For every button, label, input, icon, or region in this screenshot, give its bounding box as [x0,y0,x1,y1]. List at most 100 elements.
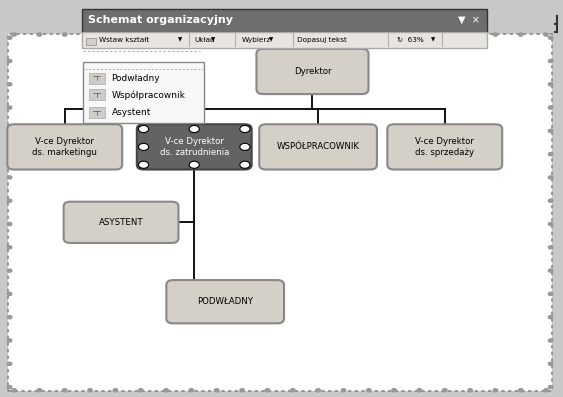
Circle shape [548,83,553,86]
Circle shape [7,176,12,179]
Circle shape [240,161,250,168]
Circle shape [367,33,371,36]
Circle shape [548,362,553,365]
Circle shape [164,33,168,36]
FancyBboxPatch shape [89,107,105,118]
Circle shape [62,389,67,392]
Circle shape [189,33,194,36]
Circle shape [493,33,498,36]
Circle shape [240,389,244,392]
FancyBboxPatch shape [86,38,96,45]
Circle shape [113,389,118,392]
Text: PODWŁADNY: PODWŁADNY [197,297,253,306]
Text: ▼: ▼ [269,37,273,42]
Circle shape [7,83,12,86]
Circle shape [7,385,12,389]
Circle shape [7,292,12,295]
Circle shape [443,33,447,36]
Circle shape [62,33,67,36]
Circle shape [548,152,553,156]
Circle shape [189,161,199,168]
Circle shape [548,106,553,109]
Circle shape [291,389,295,392]
Text: V-ce Dyrektor
ds. zatrudnienia: V-ce Dyrektor ds. zatrudnienia [159,137,229,156]
Circle shape [392,33,396,36]
Circle shape [7,36,12,39]
Circle shape [468,389,472,392]
Circle shape [189,125,199,133]
FancyBboxPatch shape [387,124,502,170]
Circle shape [548,292,553,295]
Text: Współpracownik: Współpracownik [111,90,185,100]
Circle shape [548,269,553,272]
Text: V-ce Dyrektor
ds. marketingu: V-ce Dyrektor ds. marketingu [32,137,97,156]
Text: V-ce Dyrektor
ds. sprzedaży: V-ce Dyrektor ds. sprzedaży [415,137,475,156]
Circle shape [341,33,346,36]
Circle shape [548,176,553,179]
FancyBboxPatch shape [83,62,204,123]
Circle shape [341,389,346,392]
Circle shape [7,246,12,249]
Circle shape [265,33,270,36]
Text: ↻  63%: ↻ 63% [397,37,424,43]
Circle shape [240,33,244,36]
Circle shape [548,129,553,133]
Text: Asystent: Asystent [111,108,151,117]
Circle shape [138,389,143,392]
Text: Układ: Układ [194,37,215,43]
Text: Dopasuj tekst: Dopasuj tekst [297,37,347,43]
Circle shape [113,33,118,36]
FancyBboxPatch shape [89,73,105,84]
Circle shape [138,125,149,133]
Circle shape [138,143,149,150]
Circle shape [189,389,194,392]
Circle shape [37,389,42,392]
Circle shape [37,33,42,36]
Circle shape [7,106,12,109]
Circle shape [544,389,548,392]
Circle shape [215,389,219,392]
Circle shape [240,125,250,133]
Circle shape [548,222,553,225]
Circle shape [417,389,422,392]
Circle shape [164,389,168,392]
Circle shape [7,199,12,202]
Circle shape [548,60,553,63]
Circle shape [316,33,320,36]
Text: ▼: ▼ [431,37,435,42]
Circle shape [417,33,422,36]
Circle shape [548,316,553,319]
Text: ▼  ×: ▼ × [458,15,480,25]
Circle shape [138,161,149,168]
Circle shape [548,199,553,202]
Circle shape [468,33,472,36]
Text: ▼: ▼ [211,37,216,42]
FancyBboxPatch shape [137,124,252,170]
Circle shape [7,362,12,365]
FancyBboxPatch shape [257,49,368,94]
FancyBboxPatch shape [82,9,487,32]
Circle shape [548,36,553,39]
Circle shape [548,339,553,342]
Circle shape [493,389,498,392]
FancyBboxPatch shape [82,32,487,48]
Text: Schemat organizacyjny: Schemat organizacyjny [88,15,234,25]
FancyBboxPatch shape [64,202,178,243]
Circle shape [291,33,295,36]
Circle shape [548,246,553,249]
Circle shape [392,389,396,392]
FancyBboxPatch shape [89,89,105,100]
Circle shape [7,222,12,225]
Circle shape [443,389,447,392]
Circle shape [7,129,12,133]
Circle shape [316,389,320,392]
Circle shape [7,269,12,272]
Text: ASYSTENT: ASYSTENT [99,218,144,227]
Text: Wstaw kształt: Wstaw kształt [99,37,149,43]
Circle shape [7,152,12,156]
Circle shape [240,143,250,150]
Circle shape [544,33,548,36]
FancyBboxPatch shape [8,34,552,391]
FancyBboxPatch shape [259,124,377,170]
Text: Podwładny: Podwładny [111,74,160,83]
